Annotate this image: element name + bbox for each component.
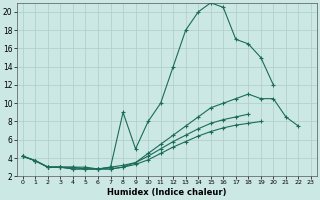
X-axis label: Humidex (Indice chaleur): Humidex (Indice chaleur): [107, 188, 227, 197]
